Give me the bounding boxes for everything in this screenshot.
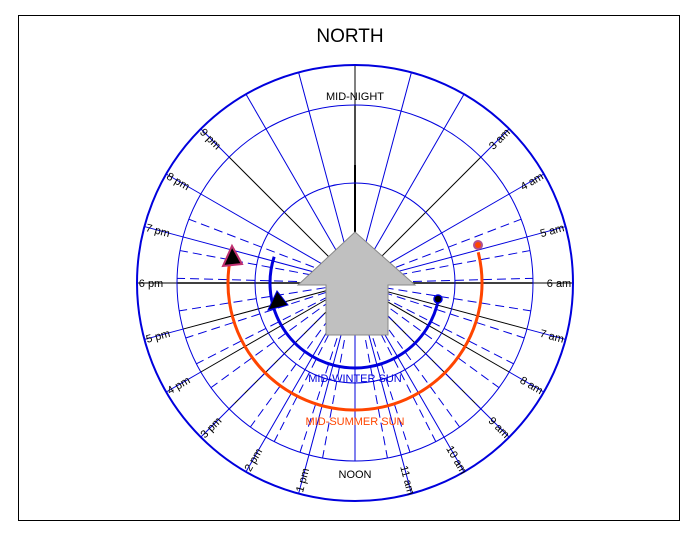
inner-circle	[254, 182, 456, 384]
hour-label: 4 pm	[165, 375, 192, 398]
winter-sunset-triangle	[267, 290, 289, 311]
hour-label: 2 pm	[243, 447, 266, 474]
hour-label: 6 am	[547, 278, 571, 290]
noon-label: NOON	[339, 469, 372, 481]
hour-label: 9 pm	[197, 127, 223, 153]
dial-circles	[136, 64, 574, 502]
north-arrow-shape	[296, 231, 417, 336]
hour-radial-outer	[144, 328, 184, 340]
sun-angle-dashed-line	[188, 218, 328, 273]
hour-label: 8 pm	[164, 171, 191, 194]
hour-radial-outer	[298, 72, 310, 112]
hour-label: 5 am	[539, 222, 566, 240]
sun-angle-dashed-line	[378, 300, 500, 389]
hour-radial-outer	[480, 408, 510, 438]
sun-angle-dashed-line	[359, 312, 388, 459]
hour-label: 8 am	[518, 375, 545, 398]
sun-angle-dashed-line	[384, 287, 531, 312]
mid-summer-sun-label: MID-SUMMER SUN	[306, 416, 405, 428]
hour-label: 10 am	[443, 444, 469, 476]
sun-path-arcs	[221, 240, 484, 412]
hour-label: 11 am	[397, 464, 416, 496]
sun-angle-dashed-line	[273, 309, 342, 442]
hour-label: 6 pm	[139, 278, 163, 290]
hour-radial-outer	[526, 328, 566, 340]
mid-winter-sun-arc	[268, 256, 441, 370]
sun-angle-dashed-line	[383, 291, 525, 339]
mid-winter-sun-label: MID-WINTER SUN	[308, 373, 402, 385]
sun-angle-dashed-line	[185, 291, 327, 339]
hour-radial-outer	[443, 436, 465, 473]
sun-angle-dashed-line	[368, 309, 437, 442]
hour-label: 3 pm	[199, 415, 225, 441]
hour-radial-outer	[144, 226, 184, 238]
mid-summer-sun-arc	[226, 247, 484, 412]
sun-angle-dashed-line	[179, 287, 326, 312]
sun-angle-dashed-line	[299, 311, 347, 453]
winter-sunrise-dot	[433, 294, 443, 304]
sun-angle-dashed-line	[372, 306, 461, 428]
north-title: NORTH	[316, 26, 384, 47]
hour-label: 1 pm	[294, 467, 312, 494]
sun-angle-dashed-line	[382, 218, 522, 273]
hour-label: 7 am	[538, 328, 565, 346]
sun-angle-dashed-line	[177, 277, 326, 283]
hour-radial-outer	[200, 408, 230, 438]
hour-radial-outer	[480, 128, 510, 158]
hour-radial-outer	[400, 72, 412, 112]
sun-angle-dashed-line	[249, 306, 338, 428]
summer-sunrise-dot	[473, 240, 483, 250]
sun-angle-dashed-line	[363, 311, 411, 453]
hour-radial-outer	[245, 436, 267, 473]
hour-radial-outer	[165, 371, 202, 393]
sun-angle-dashed-line	[384, 277, 533, 283]
hour-label: 5 pm	[145, 328, 172, 346]
hour-label: 7 pm	[144, 222, 171, 240]
hour-radial-outer	[245, 93, 267, 130]
sun-angle-dashed-line	[384, 250, 531, 279]
hour-label: 4 am	[519, 171, 546, 194]
sun-angle-dashed-line	[322, 312, 351, 459]
north-arrow	[296, 231, 417, 336]
middle-circle	[176, 104, 534, 462]
hour-radial-outer	[508, 371, 545, 393]
sun-angle-dashed-line	[210, 300, 332, 389]
summer-sunset-triangle	[221, 243, 244, 268]
diagram-frame	[18, 15, 680, 521]
hour-radial-outer	[508, 173, 545, 195]
hour-label: 9 am	[486, 415, 512, 441]
sun-angle-dashed-line	[381, 296, 514, 365]
sun-angle-dashed-line	[179, 250, 326, 279]
midnight-label: MID-NIGHT	[326, 91, 384, 103]
hour-radial-outer	[165, 173, 202, 195]
hour-radial-outer	[200, 128, 230, 158]
hour-label: 3 am	[487, 127, 513, 153]
outer-circle	[136, 64, 574, 502]
hour-radial-outer	[526, 226, 566, 238]
sun-angle-dashed-line	[228, 303, 335, 410]
sun-angle-dashed-line	[375, 303, 482, 410]
hour-radial-outer	[443, 93, 465, 130]
sun-angle-dashed-line	[196, 296, 329, 365]
hour-radial-outer	[298, 454, 310, 494]
hour-radial-outer	[400, 454, 412, 494]
